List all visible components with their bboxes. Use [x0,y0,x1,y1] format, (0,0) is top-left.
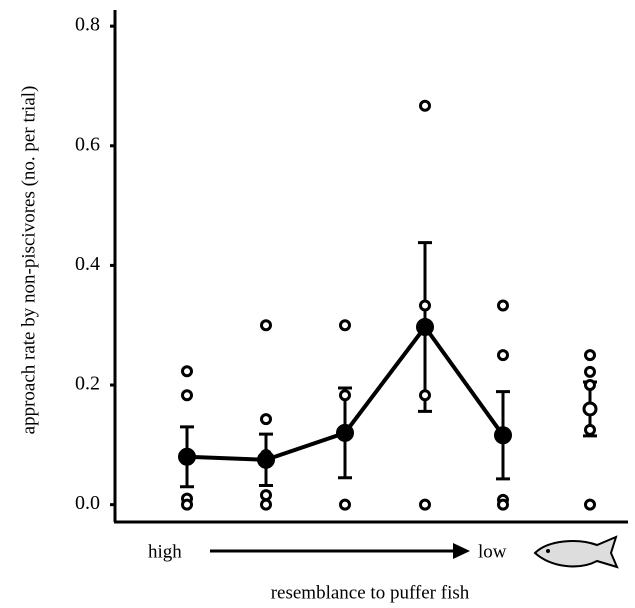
fish-icon [533,535,619,569]
data-point [181,365,193,378]
data-point [584,379,596,392]
data-point [339,319,351,332]
x-end-label: low [478,541,507,562]
y-tick-label: 0.8 [75,14,100,36]
data-point [260,319,272,332]
data-point [260,413,272,426]
data-point [497,299,509,312]
y-axis-label: approach rate by non-piscivores (no. per… [18,86,39,435]
mean-point [336,423,354,442]
x-start-label: high [148,541,182,562]
data-point [339,389,351,402]
data-point [497,349,509,362]
data-point [260,489,272,502]
mean-point [416,318,434,337]
data-point [419,389,431,402]
data-point [181,389,193,402]
data-point [339,498,351,511]
data-point [419,299,431,312]
mean-point [178,447,196,466]
data-point [584,423,596,436]
y-tick-label: 0.2 [75,373,100,395]
data-point [584,365,596,378]
data-point [419,99,431,112]
data-point [260,498,272,511]
mean-point [494,426,512,445]
y-tick-label: 0.0 [75,492,100,514]
mean-point [582,401,598,417]
data-point [584,498,596,511]
data-point [584,349,596,362]
data-point [419,498,431,511]
data-point [181,498,193,511]
mean-point [257,450,275,469]
y-tick-label: 0.6 [75,133,100,155]
x-axis-label: resemblance to puffer fish [271,582,470,603]
data-point [497,498,509,511]
arrow-head [453,543,470,559]
y-tick-label: 0.4 [75,253,100,275]
